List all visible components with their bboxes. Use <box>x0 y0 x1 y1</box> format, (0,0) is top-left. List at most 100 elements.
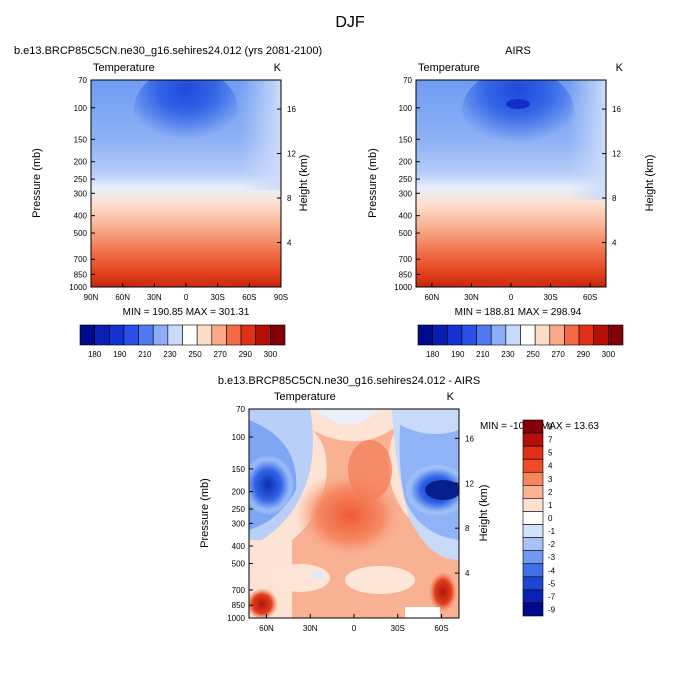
panel-airs-title: AIRS <box>505 45 531 57</box>
colorbar-label: 3 <box>548 475 553 484</box>
colorbar-label: 230 <box>163 350 177 359</box>
colorbar-swatch <box>593 324 609 346</box>
y-tick-label: 250 <box>74 175 88 184</box>
colorbar-swatch <box>94 324 110 346</box>
colorbar-label: -7 <box>548 592 556 601</box>
colorbar-swatch <box>226 324 242 346</box>
x-tick-label: 60N <box>115 293 130 302</box>
y-tick-label: 200 <box>74 158 88 167</box>
panel-model-stats: MIN = 190.85 MAX = 301.31 <box>123 307 250 318</box>
panel-model-units: K <box>274 62 282 74</box>
panel-diff-ylabel-right: Height (km) <box>478 485 490 542</box>
y-tick-label: 250 <box>399 175 413 184</box>
panel-airs: AIRS Temperature K Pressure (mb) Height … <box>367 45 656 359</box>
y-tick-label: 700 <box>232 586 246 595</box>
y-tick-label: 500 <box>399 229 413 238</box>
colorbar-swatch <box>446 324 463 346</box>
panel-diff-field <box>249 409 459 618</box>
colorbar-swatch <box>152 324 169 346</box>
colorbar-swatch <box>534 324 551 346</box>
colorbar-swatch <box>505 324 521 346</box>
colorbar-swatch <box>522 419 544 434</box>
x-tick-label: 30S <box>391 624 405 633</box>
colorbar-swatch <box>182 324 198 346</box>
colorbar-label: 190 <box>451 350 465 359</box>
colorbar-label: 7 <box>548 436 553 445</box>
y-right-tick-label: 4 <box>612 239 617 248</box>
y-tick-label: 400 <box>74 212 88 221</box>
colorbar-label: 250 <box>526 350 540 359</box>
y-tick-label: 1000 <box>394 283 412 292</box>
colorbar-swatch <box>255 324 271 346</box>
y-tick-label: 150 <box>232 465 246 474</box>
panel-diff: b.e13.BRCP85C5CN.ne30_g16.sehires24.012 … <box>199 375 599 619</box>
y-tick-label: 70 <box>236 405 245 414</box>
colorbar-swatch <box>564 324 580 346</box>
colorbar-swatch <box>476 324 492 346</box>
x-tick-label: 60S <box>242 293 256 302</box>
colorbar-swatch <box>578 324 595 346</box>
panel-diff-ylabel: Pressure (mb) <box>199 478 211 548</box>
y-tick-label: 70 <box>78 76 87 85</box>
colorbar-swatch <box>522 445 544 460</box>
y-right-tick-label: 16 <box>465 434 474 443</box>
colorbar-label: 210 <box>476 350 490 359</box>
x-tick-label: 60S <box>583 293 597 302</box>
colorbar-swatch <box>196 324 213 346</box>
y-tick-label: 300 <box>399 189 413 198</box>
colorbar-swatch <box>522 589 544 604</box>
colorbar-label: -2 <box>548 540 556 549</box>
x-tick-label: 30N <box>464 293 479 302</box>
colorbar-swatch <box>522 563 544 578</box>
colorbar-swatch <box>270 324 286 346</box>
colorbar-label: 190 <box>113 350 127 359</box>
colorbar-swatch <box>522 576 544 591</box>
y-right-tick-label: 12 <box>287 150 296 159</box>
y-tick-label: 700 <box>74 255 88 264</box>
x-tick-label: 60S <box>434 624 448 633</box>
y-tick-label: 100 <box>399 104 413 113</box>
panel-model-colorbar: 180 190 210 230 250 270 290 300 <box>79 324 286 359</box>
y-tick-label: 1000 <box>69 283 87 292</box>
colorbar-label: 300 <box>264 350 278 359</box>
colorbar-swatch <box>522 524 544 538</box>
colorbar-swatch <box>461 324 477 346</box>
y-tick-label: 250 <box>232 505 246 514</box>
x-tick-label: 30N <box>303 624 318 633</box>
y-tick-label: 500 <box>232 560 246 569</box>
colorbar-swatch <box>549 324 565 346</box>
x-tick-label: 30S <box>211 293 225 302</box>
colorbar-swatch <box>240 324 257 346</box>
y-right-tick-label: 12 <box>612 150 621 159</box>
colorbar-label: 180 <box>426 350 440 359</box>
colorbar-label: 250 <box>188 350 202 359</box>
panel-airs-stats: MIN = 188.81 MAX = 298.94 <box>455 307 582 318</box>
y-tick-label: 300 <box>74 189 88 198</box>
x-tick-label: 90S <box>274 293 288 302</box>
y-tick-label: 400 <box>399 212 413 221</box>
y-tick-label: 150 <box>399 135 413 144</box>
x-tick-label: 30N <box>147 293 162 302</box>
x-tick-label: 60N <box>259 624 274 633</box>
panel-airs-variable: Temperature <box>418 62 480 74</box>
colorbar-label: 9 <box>548 423 553 432</box>
figure-title: DJF <box>335 14 365 31</box>
panel-airs-units: K <box>616 62 624 74</box>
colorbar-swatch <box>432 324 448 346</box>
y-tick-label: 100 <box>232 433 246 442</box>
panel-model-field <box>91 80 281 287</box>
colorbar-label: -3 <box>548 553 556 562</box>
y-tick-label: 700 <box>399 255 413 264</box>
panel-diff-units: K <box>447 391 455 403</box>
colorbar-swatch <box>522 550 544 565</box>
panel-diff-colorbar: 9 7 5 4 3 2 1 0 -1 -2 -3 -4 -5 -7 -9 <box>522 419 556 617</box>
y-right-tick-label: 16 <box>287 105 296 114</box>
colorbar-swatch <box>123 324 139 346</box>
colorbar-label: 210 <box>138 350 152 359</box>
panel-airs-ylabel-right: Height (km) <box>644 155 656 212</box>
colorbar-swatch <box>108 324 125 346</box>
x-tick-label: 90N <box>84 293 99 302</box>
panel-model-ylabel: Pressure (mb) <box>31 148 43 218</box>
colorbar-label: 4 <box>548 462 553 471</box>
colorbar-label: -5 <box>548 579 556 588</box>
